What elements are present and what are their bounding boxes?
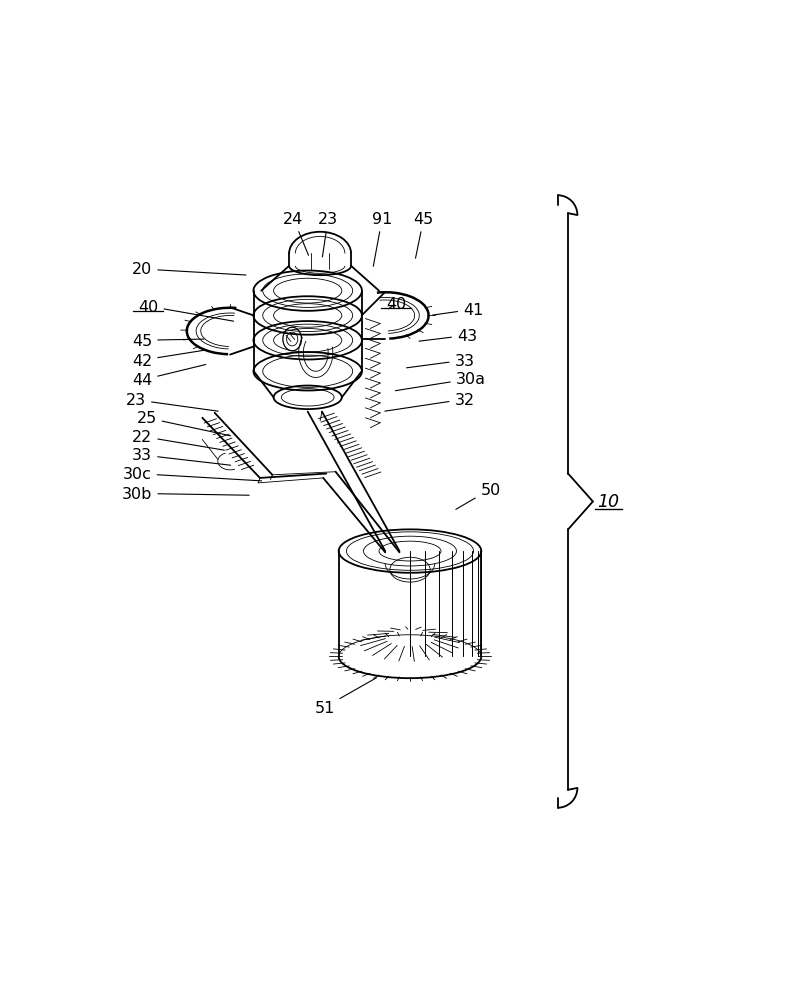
Text: 45: 45 <box>132 333 204 349</box>
Text: 91: 91 <box>372 212 392 267</box>
Text: 40: 40 <box>386 296 406 311</box>
Text: 33: 33 <box>406 353 474 369</box>
Text: 43: 43 <box>419 328 477 344</box>
Text: 20: 20 <box>132 262 246 277</box>
Text: 25: 25 <box>136 411 230 436</box>
Text: 45: 45 <box>414 212 434 258</box>
Text: 41: 41 <box>433 302 483 317</box>
Text: 42: 42 <box>132 351 206 368</box>
Text: 51: 51 <box>314 678 377 715</box>
Text: 23: 23 <box>126 393 218 412</box>
Text: 30a: 30a <box>395 372 486 392</box>
Text: 24: 24 <box>283 212 309 256</box>
Text: 50: 50 <box>456 482 501 510</box>
Text: 40: 40 <box>138 299 234 322</box>
Text: 44: 44 <box>132 365 206 388</box>
Text: 22: 22 <box>132 429 224 450</box>
Text: 33: 33 <box>132 448 230 466</box>
Text: 10: 10 <box>598 493 619 511</box>
Text: 30b: 30b <box>122 486 249 501</box>
Text: 23: 23 <box>318 212 338 257</box>
Text: 32: 32 <box>385 393 474 412</box>
Text: 30c: 30c <box>122 466 262 481</box>
